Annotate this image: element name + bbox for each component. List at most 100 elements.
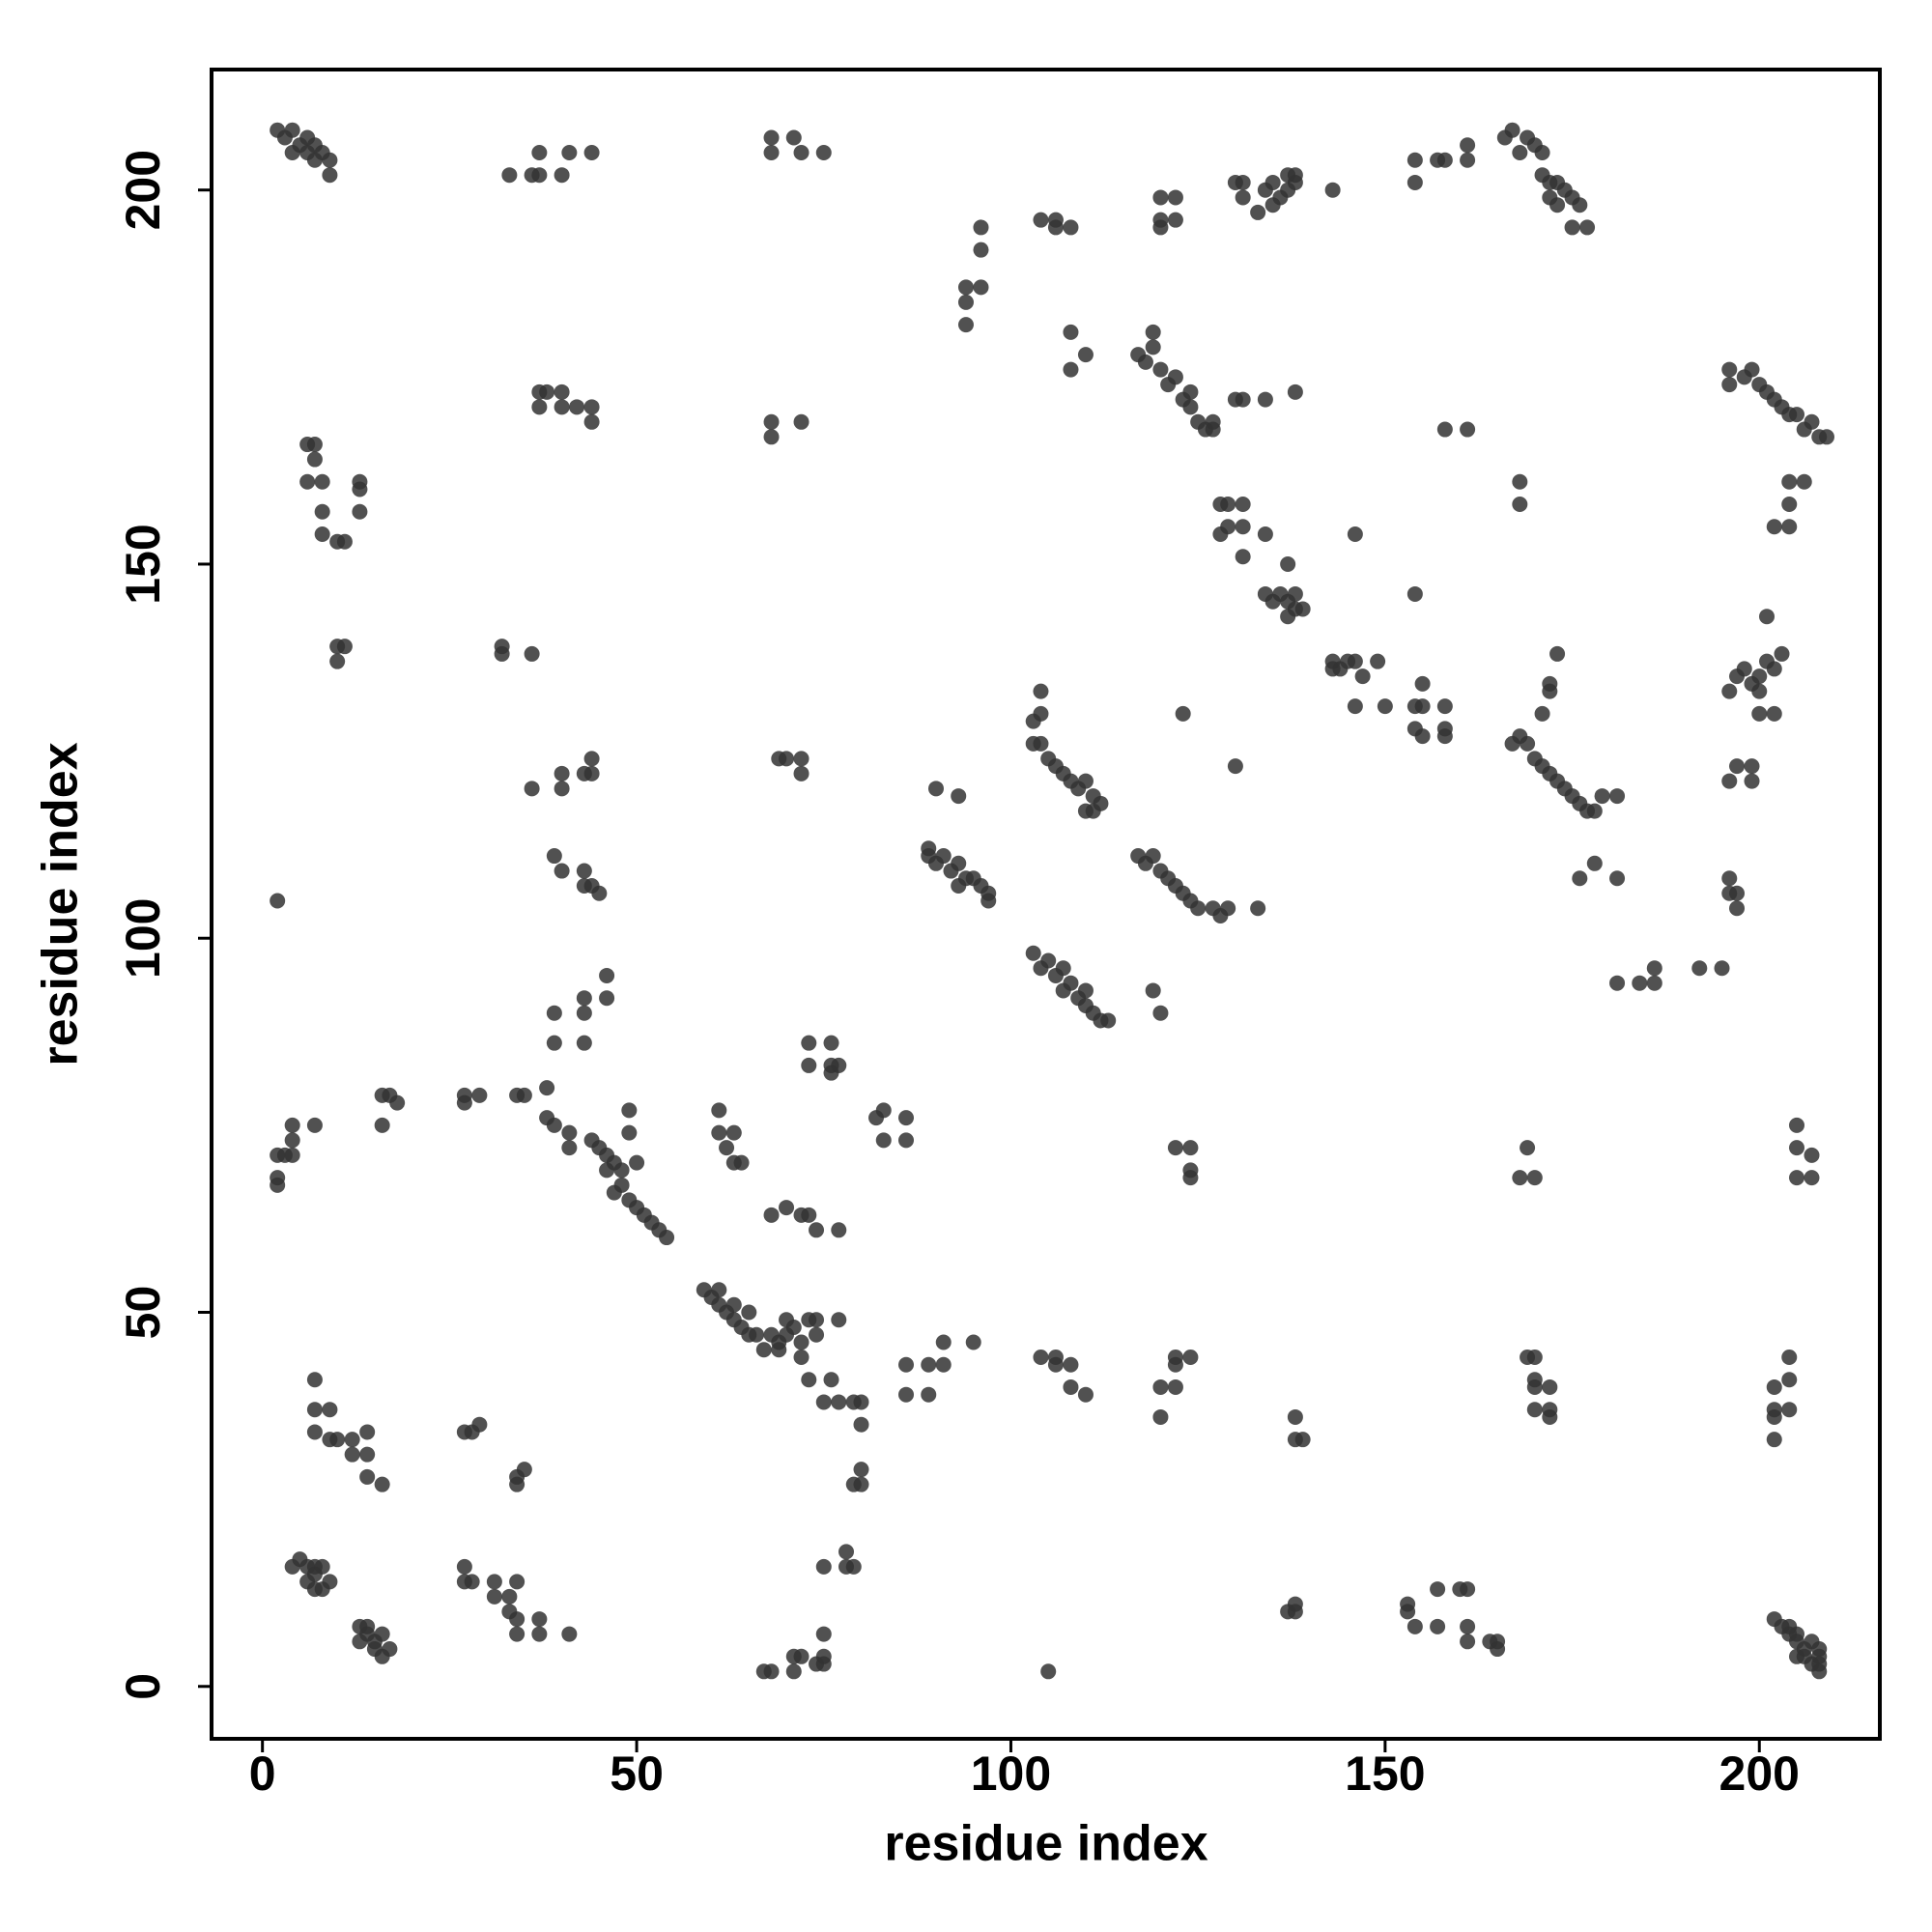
point xyxy=(1220,497,1236,513)
point xyxy=(951,878,967,895)
point xyxy=(1460,1581,1476,1598)
point xyxy=(1145,848,1161,865)
point xyxy=(921,1356,937,1373)
point xyxy=(779,1200,795,1216)
point xyxy=(621,1124,638,1141)
point xyxy=(306,437,323,453)
point xyxy=(853,1394,869,1410)
point xyxy=(1781,497,1798,513)
point xyxy=(1744,361,1760,378)
point xyxy=(1729,758,1746,775)
point xyxy=(344,1446,360,1463)
point xyxy=(815,144,832,160)
point xyxy=(1751,705,1768,722)
point xyxy=(1406,174,1423,190)
point xyxy=(1077,803,1094,819)
point xyxy=(1572,197,1588,213)
point xyxy=(1632,975,1648,991)
point xyxy=(1235,174,1251,190)
point xyxy=(1460,421,1476,438)
point xyxy=(1347,653,1363,669)
point xyxy=(1287,384,1303,400)
point xyxy=(583,413,600,430)
point xyxy=(935,1356,952,1373)
point xyxy=(1235,189,1251,206)
point xyxy=(539,1080,555,1096)
point xyxy=(531,167,548,184)
point xyxy=(1609,975,1626,991)
point xyxy=(554,399,570,415)
point xyxy=(898,1356,915,1373)
point xyxy=(306,451,323,468)
point xyxy=(1436,421,1453,438)
point xyxy=(1572,870,1588,887)
point xyxy=(779,751,795,767)
point xyxy=(951,855,967,871)
point xyxy=(1542,675,1558,692)
point xyxy=(599,990,615,1007)
point xyxy=(621,1102,638,1119)
point xyxy=(1063,324,1079,340)
point xyxy=(793,765,810,781)
point xyxy=(1721,361,1738,378)
point xyxy=(823,1372,839,1388)
point xyxy=(1729,900,1746,917)
point xyxy=(1721,773,1738,789)
point xyxy=(1152,1408,1169,1425)
point xyxy=(1788,407,1804,423)
point xyxy=(1235,391,1251,408)
point xyxy=(763,1663,780,1680)
point xyxy=(546,1117,562,1133)
point xyxy=(1145,324,1161,340)
point xyxy=(1264,174,1281,190)
point xyxy=(629,1154,645,1171)
point xyxy=(1512,144,1528,160)
point xyxy=(374,1117,390,1133)
point xyxy=(284,122,300,138)
point xyxy=(546,1035,562,1051)
point xyxy=(1414,698,1431,715)
point xyxy=(898,1110,915,1126)
point xyxy=(1370,653,1386,669)
point xyxy=(509,1476,526,1492)
point xyxy=(973,219,989,236)
point xyxy=(464,1574,480,1590)
point xyxy=(1033,1349,1049,1365)
point xyxy=(1818,429,1834,445)
point xyxy=(509,1626,526,1642)
point xyxy=(898,1386,915,1403)
point xyxy=(1347,526,1363,542)
point xyxy=(1512,1170,1528,1186)
point xyxy=(1025,713,1041,729)
point xyxy=(306,1402,323,1418)
point xyxy=(1804,413,1820,430)
point xyxy=(1354,668,1371,685)
point xyxy=(1490,1641,1506,1658)
point xyxy=(1549,197,1566,213)
point xyxy=(1347,698,1363,715)
point xyxy=(1063,361,1079,378)
point xyxy=(1406,1618,1423,1634)
plot-frame xyxy=(210,68,1882,1741)
point xyxy=(516,1087,532,1103)
point xyxy=(831,1312,847,1328)
point xyxy=(306,1372,323,1388)
point xyxy=(831,1394,847,1410)
point xyxy=(359,1618,376,1634)
point xyxy=(531,144,548,160)
point xyxy=(1235,549,1251,565)
point xyxy=(935,848,952,865)
point xyxy=(1609,788,1626,805)
point xyxy=(561,1626,578,1642)
point xyxy=(336,533,353,550)
point xyxy=(1182,399,1199,415)
point xyxy=(980,893,997,909)
point xyxy=(1436,152,1453,168)
point xyxy=(531,399,548,415)
point xyxy=(561,1124,578,1141)
point xyxy=(1460,137,1476,154)
point xyxy=(1721,377,1738,393)
point xyxy=(711,1102,727,1119)
point xyxy=(659,1230,675,1246)
